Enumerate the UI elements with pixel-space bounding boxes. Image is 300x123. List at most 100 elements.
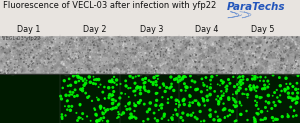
- Point: [0, 65, 4, 67]
- Point: [47, 50, 52, 52]
- Point: [97, 119, 101, 121]
- Point: [32, 66, 36, 68]
- Point: [15, 49, 20, 51]
- Point: [252, 49, 257, 51]
- Point: [223, 57, 228, 59]
- Point: [100, 62, 104, 64]
- Point: [254, 69, 259, 71]
- Point: [96, 86, 101, 88]
- Point: [276, 57, 281, 59]
- Point: [140, 46, 145, 48]
- Point: [267, 83, 272, 85]
- Point: [183, 59, 188, 61]
- Point: [79, 52, 84, 54]
- Point: [118, 97, 122, 99]
- Point: [171, 39, 176, 41]
- Point: [80, 37, 85, 39]
- Point: [29, 68, 34, 70]
- Point: [259, 69, 264, 71]
- Point: [233, 53, 238, 55]
- Point: [201, 49, 206, 51]
- Point: [12, 40, 17, 42]
- Point: [265, 110, 270, 112]
- Point: [111, 70, 116, 72]
- Point: [97, 38, 102, 40]
- Point: [20, 42, 25, 44]
- Point: [57, 43, 62, 45]
- Point: [143, 38, 148, 40]
- Point: [139, 46, 144, 48]
- Point: [141, 71, 146, 73]
- Point: [287, 46, 292, 48]
- Point: [146, 44, 151, 46]
- Point: [144, 42, 149, 44]
- Point: [252, 42, 256, 44]
- Point: [178, 41, 183, 43]
- Point: [112, 44, 117, 46]
- Point: [181, 63, 186, 65]
- Point: [296, 55, 300, 57]
- Point: [27, 54, 32, 56]
- Point: [128, 43, 133, 45]
- Point: [290, 54, 295, 56]
- Point: [155, 64, 160, 66]
- Point: [183, 48, 188, 50]
- Point: [188, 95, 193, 97]
- Point: [231, 36, 236, 38]
- Point: [183, 62, 188, 64]
- Point: [24, 56, 28, 58]
- Point: [203, 44, 208, 46]
- Point: [110, 38, 114, 40]
- Point: [191, 39, 196, 41]
- Point: [256, 66, 261, 68]
- Point: [148, 38, 153, 40]
- Point: [241, 66, 246, 68]
- Point: [262, 64, 267, 66]
- Point: [287, 41, 292, 43]
- Point: [56, 53, 61, 55]
- Point: [238, 65, 243, 67]
- Point: [273, 64, 278, 66]
- Point: [257, 61, 262, 62]
- Point: [253, 64, 258, 66]
- Point: [23, 40, 28, 42]
- Point: [245, 52, 250, 54]
- Point: [76, 50, 81, 52]
- Point: [212, 59, 216, 61]
- Point: [176, 100, 181, 102]
- Point: [226, 54, 231, 55]
- Point: [31, 56, 36, 58]
- Point: [142, 54, 147, 55]
- Point: [259, 55, 264, 57]
- Point: [151, 82, 156, 84]
- Point: [197, 71, 202, 73]
- Point: [10, 55, 14, 57]
- Point: [218, 48, 223, 50]
- Point: [31, 44, 36, 46]
- Point: [44, 66, 49, 68]
- Point: [237, 66, 242, 68]
- Point: [170, 55, 175, 57]
- Point: [277, 71, 281, 73]
- Point: [125, 43, 130, 45]
- Point: [13, 72, 18, 74]
- Point: [189, 42, 194, 44]
- Point: [59, 55, 64, 57]
- Point: [237, 53, 242, 55]
- Point: [245, 59, 250, 61]
- Point: [67, 69, 72, 71]
- Point: [264, 63, 269, 65]
- Point: [144, 68, 149, 70]
- Point: [90, 100, 94, 102]
- Point: [285, 69, 290, 71]
- Point: [50, 61, 55, 63]
- Point: [112, 34, 117, 36]
- Point: [252, 87, 257, 89]
- Point: [93, 109, 98, 111]
- Point: [200, 59, 205, 61]
- Point: [149, 43, 154, 45]
- Point: [99, 61, 104, 63]
- Point: [15, 50, 20, 52]
- Point: [287, 52, 292, 54]
- Point: [207, 114, 212, 116]
